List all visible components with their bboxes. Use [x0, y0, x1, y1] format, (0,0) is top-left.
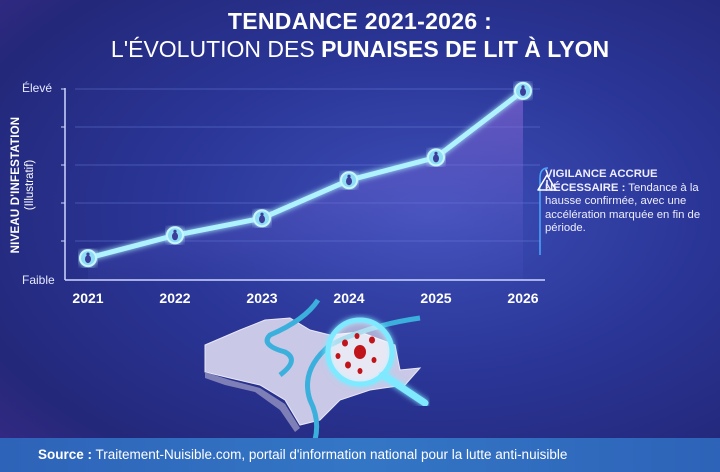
title-bold: PUNAISES DE LIT À LYON [321, 36, 610, 62]
x-tick-label: 2025 [420, 290, 452, 306]
data-point-2024 [340, 171, 358, 190]
x-tick-label: 2022 [159, 290, 191, 306]
magnifier-bedbugs-icon [325, 317, 429, 407]
x-tick-label: 2023 [246, 290, 278, 306]
data-point-2022 [166, 226, 184, 245]
callout-text: VIGILANCE ACCRUE NÉCESSAIRE : Tendance à… [545, 168, 715, 236]
chart-title-line1: TENDANCE 2021-2026 : [227, 8, 493, 34]
source-text: Traitement-Nuisible.com, portail d'infor… [95, 447, 568, 462]
bedbug-icon [346, 177, 352, 186]
warning-icon [537, 174, 557, 191]
bedbug-icon [259, 215, 265, 224]
bedbug-icon [520, 87, 526, 96]
y-tick-low: Faible [22, 273, 55, 287]
bedbug-icon [85, 255, 91, 264]
bedbug-icon [172, 232, 178, 241]
data-point-2025 [427, 148, 445, 167]
callout-title: VIGILANCE ACCRUE NÉCESSAIRE : [545, 168, 658, 194]
bedbug-icon [433, 154, 439, 163]
source-footer: Source : Traitement-Nuisible.com, portai… [0, 438, 720, 472]
source-label: Source : [38, 447, 93, 462]
chart-title-line2: L'ÉVOLUTION DES PUNAISES DE LIT À LYON [0, 36, 720, 63]
y-tick-high: Élevé [22, 81, 53, 95]
x-tick-label: 2021 [72, 290, 104, 306]
area-fill [88, 90, 523, 280]
data-point-2021 [79, 249, 97, 268]
data-point-2023 [253, 209, 271, 228]
y-axis-title: NIVEAU D'INFESTATION (Illustratif) [9, 100, 37, 270]
y-axis-sublabel: (Illustratif) [24, 159, 36, 211]
x-tick-label: 2026 [507, 290, 539, 306]
title-light: L'ÉVOLUTION DES [110, 36, 315, 62]
callout-body: Tendance à la hausse confirmée, avec une… [545, 181, 701, 235]
data-point-2026 [514, 81, 532, 100]
callout-bracket [539, 167, 549, 255]
x-tick-label: 2024 [333, 290, 365, 306]
series-line [87, 88, 525, 261]
y-axis-label: NIVEAU D'INFESTATION [10, 116, 22, 254]
